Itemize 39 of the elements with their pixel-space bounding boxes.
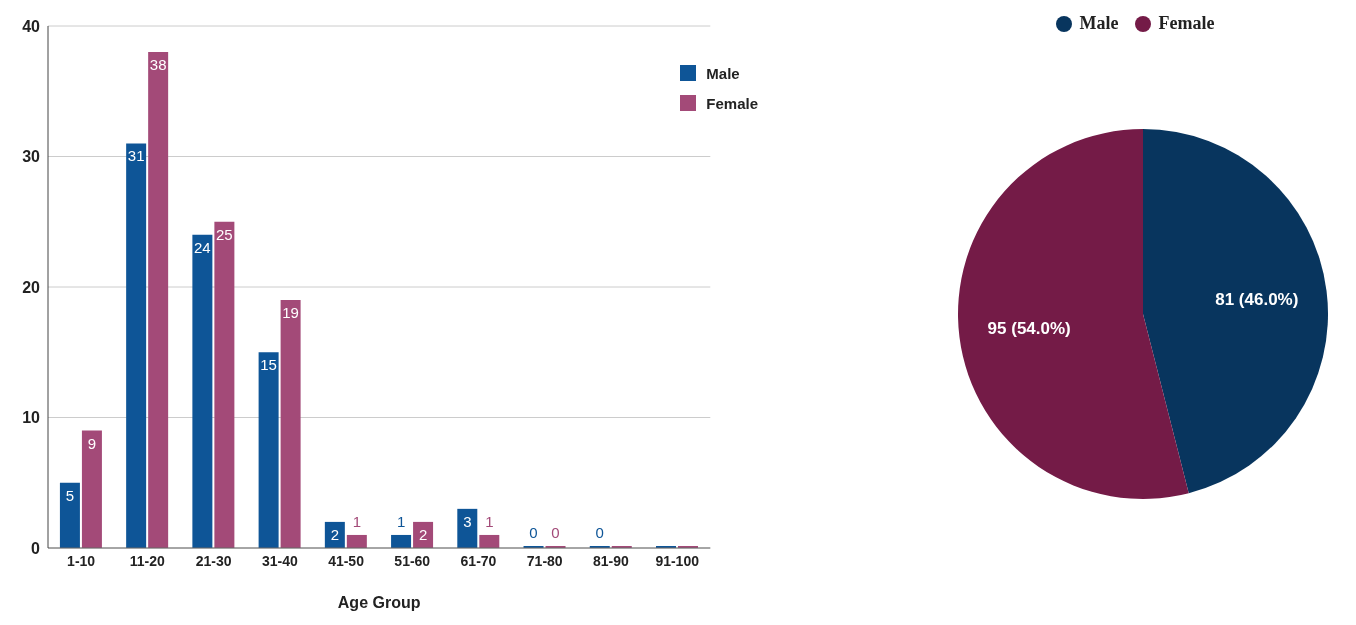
x-tick-label: 91-100 [655, 552, 700, 569]
x-axis-title: Age Group [337, 594, 421, 611]
data-label: 38 [149, 56, 167, 74]
y-tick-label: 10 [22, 409, 41, 427]
data-label: 95 (54.0%) [987, 318, 1071, 338]
data-label: 1 [485, 512, 494, 530]
legend-label: Female [1158, 13, 1215, 34]
data-label: 1 [396, 512, 406, 530]
data-label: 0 [529, 524, 538, 541]
data-label: 31 [127, 147, 145, 165]
x-tick-label: 71-80 [526, 552, 563, 569]
x-tick-label: 1-10 [67, 552, 96, 569]
data-label: 2 [330, 525, 340, 543]
x-tick-label: 61-70 [460, 552, 497, 569]
y-tick-label: 0 [31, 539, 41, 557]
data-label: 81 (46.0%) [1215, 290, 1299, 310]
y-tick-label: 30 [22, 148, 41, 166]
data-label: 15 [260, 356, 277, 374]
y-tick-label: 40 [22, 17, 41, 35]
x-tick-label: 31-40 [261, 552, 298, 569]
x-tick-label: 11-20 [129, 552, 166, 569]
data-label: 0 [595, 524, 604, 541]
data-label: 19 [282, 304, 299, 322]
data-label: 5 [65, 486, 75, 504]
data-label: 25 [216, 225, 233, 243]
legend-label: Male [706, 64, 740, 82]
data-label: 2 [418, 525, 428, 543]
data-label: 0 [551, 524, 560, 541]
data-label: 9 [87, 434, 97, 452]
y-tick-label: 20 [22, 278, 41, 296]
x-tick-label: 41-50 [328, 552, 365, 569]
data-label: 24 [194, 238, 211, 256]
x-tick-label: 51-60 [394, 552, 431, 569]
x-tick-label: 81-90 [593, 552, 630, 569]
x-tick-label: 21-30 [195, 552, 232, 569]
legend-label: Male [1079, 13, 1119, 34]
data-label: 3 [463, 512, 472, 530]
legend-label: Female [706, 94, 758, 112]
data-label: 1 [352, 512, 362, 530]
